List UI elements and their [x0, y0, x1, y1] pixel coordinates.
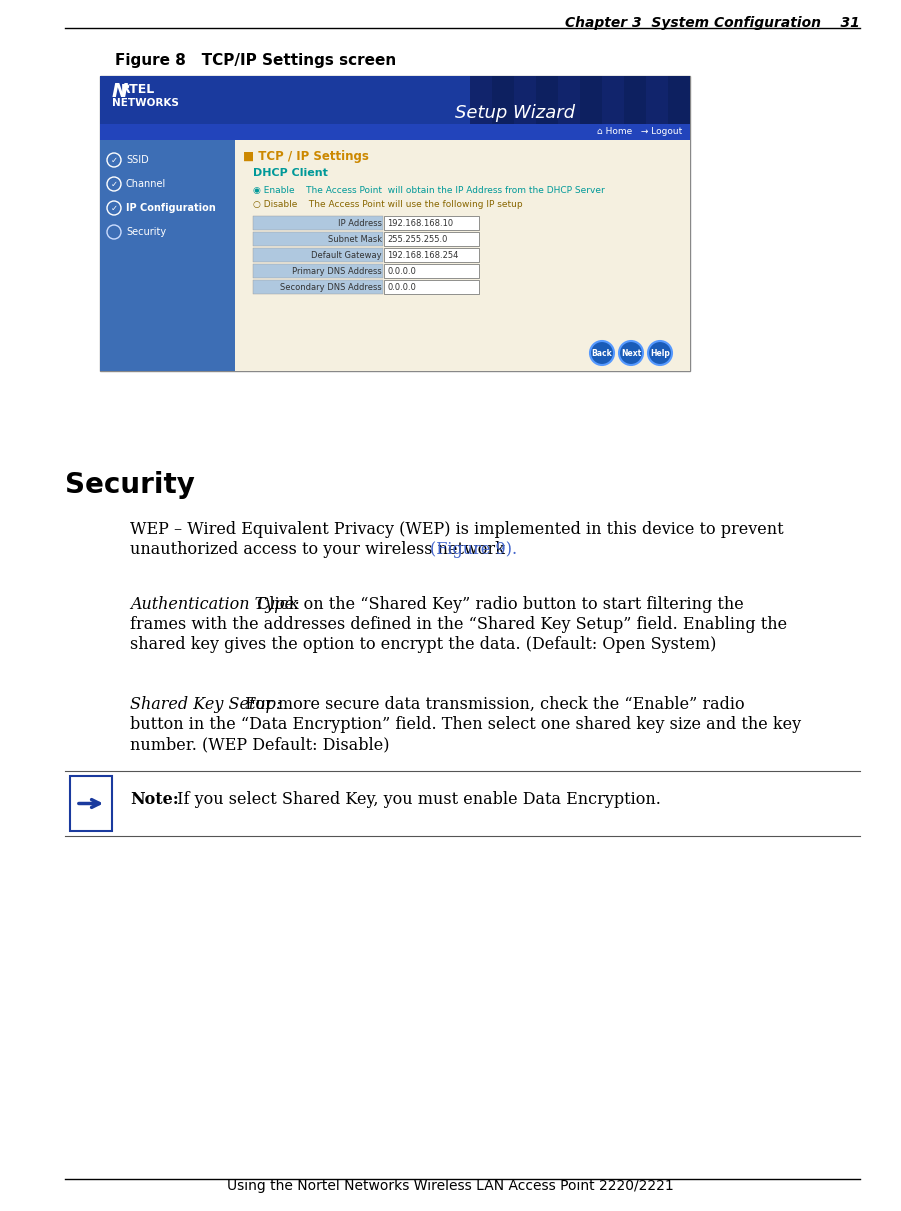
Bar — [384, 264, 479, 279]
Text: ✓: ✓ — [111, 155, 117, 165]
Text: Using the Nortel Networks Wireless LAN Access Point 2220/2221: Using the Nortel Networks Wireless LAN A… — [227, 1180, 673, 1193]
Bar — [384, 280, 479, 294]
Text: button in the “Data Encryption” field. Then select one shared key size and the k: button in the “Data Encryption” field. T… — [130, 716, 801, 733]
Bar — [100, 140, 235, 371]
Bar — [253, 280, 383, 294]
Circle shape — [590, 342, 614, 365]
Bar — [100, 124, 690, 140]
Text: Authentication Type:: Authentication Type: — [130, 596, 299, 613]
Text: Chapter 3  System Configuration    31: Chapter 3 System Configuration 31 — [565, 16, 860, 30]
Text: Shared Key Setup:: Shared Key Setup: — [130, 696, 281, 713]
Text: WEP – Wired Equivalent Privacy (WEP) is implemented in this device to prevent: WEP – Wired Equivalent Privacy (WEP) is … — [130, 521, 784, 538]
Text: Help: Help — [650, 349, 670, 357]
Text: ■ TCP / IP Settings: ■ TCP / IP Settings — [243, 150, 369, 163]
Text: Figure 8   TCP/IP Settings screen: Figure 8 TCP/IP Settings screen — [115, 53, 396, 68]
Text: NETWORKS: NETWORKS — [112, 98, 179, 108]
Text: Next: Next — [621, 349, 642, 357]
Text: Secondary DNS Address: Secondary DNS Address — [280, 282, 382, 292]
Text: Setup Wizard: Setup Wizard — [455, 104, 575, 122]
Text: Subnet Mask: Subnet Mask — [328, 235, 382, 243]
Circle shape — [619, 342, 643, 365]
Bar — [646, 76, 668, 124]
Bar — [384, 248, 479, 262]
Text: 0.0.0.0: 0.0.0.0 — [387, 282, 416, 292]
Text: N: N — [112, 82, 128, 101]
Text: ◉ Enable    The Access Point  will obtain the IP Address from the DHCP Server: ◉ Enable The Access Point will obtain th… — [253, 186, 605, 195]
Text: Default Gateway: Default Gateway — [312, 251, 382, 259]
Text: SSID: SSID — [126, 155, 149, 165]
Text: ✓: ✓ — [111, 203, 117, 212]
Bar — [253, 248, 383, 262]
Bar — [100, 76, 690, 371]
Text: (Figure 9).: (Figure 9). — [430, 541, 517, 558]
Bar — [253, 233, 383, 246]
Circle shape — [107, 201, 121, 216]
Text: frames with the addresses defined in the “Shared Key Setup” field. Enabling the: frames with the addresses defined in the… — [130, 616, 787, 633]
Bar — [253, 216, 383, 230]
Text: Back: Back — [592, 349, 613, 357]
Text: Click on the “Shared Key” radio button to start filtering the: Click on the “Shared Key” radio button t… — [252, 596, 743, 613]
Circle shape — [107, 177, 121, 191]
Bar — [514, 76, 536, 124]
Text: Primary DNS Address: Primary DNS Address — [292, 266, 382, 275]
Text: ⌂ Home   → Logout: ⌂ Home → Logout — [596, 127, 682, 136]
Text: Security: Security — [126, 226, 166, 237]
Bar — [100, 76, 690, 124]
Circle shape — [648, 342, 672, 365]
Bar — [602, 76, 624, 124]
Text: Note:: Note: — [130, 791, 178, 808]
Bar — [470, 76, 690, 124]
Text: number. (WEP Default: Disable): number. (WEP Default: Disable) — [130, 736, 389, 753]
Bar — [253, 264, 383, 279]
Text: ✓: ✓ — [111, 179, 117, 189]
Bar — [384, 216, 479, 230]
Text: 255.255.255.0: 255.255.255.0 — [387, 235, 448, 243]
Text: For more secure data transmission, check the “Enable” radio: For more secure data transmission, check… — [240, 696, 744, 713]
Text: 192.168.168.10: 192.168.168.10 — [387, 218, 453, 228]
Bar — [470, 76, 492, 124]
Text: unauthorized access to your wireless network: unauthorized access to your wireless net… — [130, 541, 510, 558]
Text: Security: Security — [65, 471, 195, 499]
Text: shared key gives the option to encrypt the data. (Default: Open System): shared key gives the option to encrypt t… — [130, 636, 716, 653]
Text: 0.0.0.0: 0.0.0.0 — [387, 266, 416, 275]
Text: IP Configuration: IP Configuration — [126, 203, 215, 213]
Text: If you select Shared Key, you must enable Data Encryption.: If you select Shared Key, you must enabl… — [172, 791, 660, 808]
Text: Channel: Channel — [126, 179, 167, 189]
Text: RTEL: RTEL — [121, 84, 155, 96]
Bar — [70, 776, 112, 831]
Bar — [558, 76, 580, 124]
Text: DHCP Client: DHCP Client — [253, 168, 328, 178]
Text: ○ Disable    The Access Point will use the following IP setup: ○ Disable The Access Point will use the … — [253, 200, 523, 210]
Text: IP Address: IP Address — [338, 218, 382, 228]
Text: 192.168.168.254: 192.168.168.254 — [387, 251, 459, 259]
Bar — [384, 233, 479, 246]
Circle shape — [107, 153, 121, 167]
Bar — [235, 140, 690, 371]
